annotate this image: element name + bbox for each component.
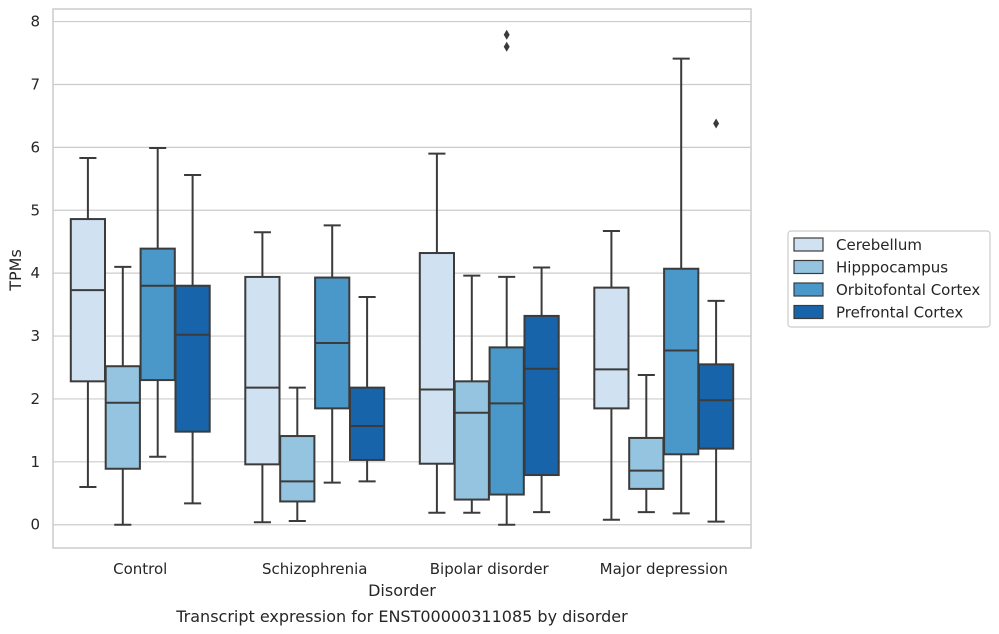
y-axis-title: TPMs xyxy=(6,249,25,292)
legend-swatch xyxy=(793,259,824,275)
legend-label: Prefrontal Cortex xyxy=(836,304,963,322)
box-iqr xyxy=(453,380,490,501)
box-cerebellum xyxy=(593,230,630,521)
x-axis-ticks: Control Schizophrenia Bipolar disorder Majo… xyxy=(113,560,728,578)
box-cerebellum xyxy=(69,157,107,488)
chart-caption: Transcript expression for ENST0000031108… xyxy=(175,607,628,626)
box-hipppocampus xyxy=(453,274,490,514)
box-orbitofontal-cortex xyxy=(139,146,176,458)
box-iqr xyxy=(697,363,735,450)
y-tick-label: 1 xyxy=(30,453,40,471)
box-hipppocampus xyxy=(279,386,316,522)
y-tick-label: 6 xyxy=(30,138,40,156)
x-tick-label: Schizophrenia xyxy=(262,560,367,578)
outlier-point xyxy=(503,29,510,40)
y-tick-label: 4 xyxy=(30,264,40,282)
y-tick-label: 0 xyxy=(30,516,40,534)
box-iqr xyxy=(488,346,525,496)
legend: Cerebellum Hipppocampus Orbitofontal Corte… xyxy=(787,230,991,328)
y-axis-ticks: 0 1 2 3 4 5 6 7 8 xyxy=(30,13,40,534)
box-iqr xyxy=(593,286,630,410)
box-iqr xyxy=(174,284,211,433)
x-tick-label: Bipolar disorder xyxy=(430,560,550,578)
y-tick-label: 3 xyxy=(30,327,40,345)
legend-label: Cerebellum xyxy=(836,236,922,254)
legend-swatch xyxy=(793,237,824,252)
x-tick-label: Major depression xyxy=(600,560,728,578)
box-orbitofontal-cortex xyxy=(314,224,351,484)
box-iqr xyxy=(104,365,141,470)
box-iqr xyxy=(523,314,560,477)
box-cerebellum xyxy=(244,231,281,524)
box-prefrontal-cortex xyxy=(174,174,211,505)
box-hipppocampus xyxy=(628,374,665,514)
box-orbitofontal-cortex xyxy=(663,57,700,515)
box-iqr xyxy=(663,267,700,456)
legend-frame xyxy=(787,230,991,328)
legend-label: Orbitofontal Cortex xyxy=(836,281,980,299)
plot-frame xyxy=(52,8,752,549)
legend-swatch xyxy=(793,282,824,297)
outlier-point xyxy=(713,118,720,129)
box-cerebellum xyxy=(418,152,456,514)
box-iqr xyxy=(279,435,316,503)
box-iqr xyxy=(348,386,386,461)
box-prefrontal-cortex xyxy=(697,118,735,523)
box-iqr xyxy=(418,252,456,465)
box-iqr xyxy=(628,436,665,490)
legend-swatch xyxy=(793,304,824,320)
box-iqr xyxy=(244,275,281,466)
legend-label: Hipppocampus xyxy=(836,259,948,277)
y-tick-label: 2 xyxy=(30,390,40,408)
box-hipppocampus xyxy=(104,265,141,526)
box-iqr xyxy=(139,247,176,382)
box-prefrontal-cortex xyxy=(523,266,560,514)
y-tick-label: 7 xyxy=(30,75,40,93)
outlier-point xyxy=(503,41,510,52)
box-iqr xyxy=(69,218,107,383)
x-tick-label: Control xyxy=(113,560,167,578)
box-plot-series xyxy=(69,29,735,526)
y-tick-label: 8 xyxy=(30,13,40,31)
x-axis-title: Disorder xyxy=(368,581,436,600)
box-orbitofontal-cortex xyxy=(488,29,525,526)
box-prefrontal-cortex xyxy=(348,296,386,483)
y-tick-label: 5 xyxy=(30,201,40,219)
